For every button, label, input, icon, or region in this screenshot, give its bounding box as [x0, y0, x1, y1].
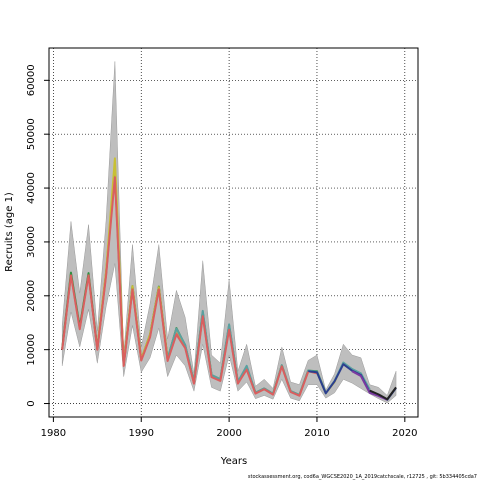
- y-tick-label: 0: [26, 400, 37, 406]
- x-tick-label: 2010: [304, 428, 329, 439]
- footer-source: stockassessment.org, cod6a_WGCSE2020_1A_…: [248, 474, 477, 480]
- x-tick-label: 2020: [392, 428, 417, 439]
- y-tick-label: 40000: [26, 172, 37, 204]
- y-axis: 0 10000 20000 30000 40000 50000 60000: [26, 64, 49, 407]
- x-axis-title: Years: [220, 456, 247, 467]
- y-axis-title: Recruits (age 1): [4, 192, 15, 272]
- x-axis: 1980 1990 2000 2010 2020: [41, 417, 418, 439]
- x-tick-label: 1990: [129, 428, 154, 439]
- series-line-6: [351, 370, 388, 401]
- y-tick-label: 20000: [26, 280, 37, 312]
- series-lines-group: [61, 157, 397, 401]
- plot-frame: [48, 47, 419, 418]
- series-line-7: [369, 386, 397, 401]
- y-tick-label: 50000: [26, 118, 37, 150]
- y-tick-label: 10000: [26, 334, 37, 366]
- y-tick-label: 30000: [26, 226, 37, 258]
- y-tick-label: 60000: [26, 64, 37, 96]
- x-tick-label: 2000: [216, 428, 241, 439]
- x-tick-label: 1980: [41, 428, 66, 439]
- series-line-8: [61, 176, 310, 397]
